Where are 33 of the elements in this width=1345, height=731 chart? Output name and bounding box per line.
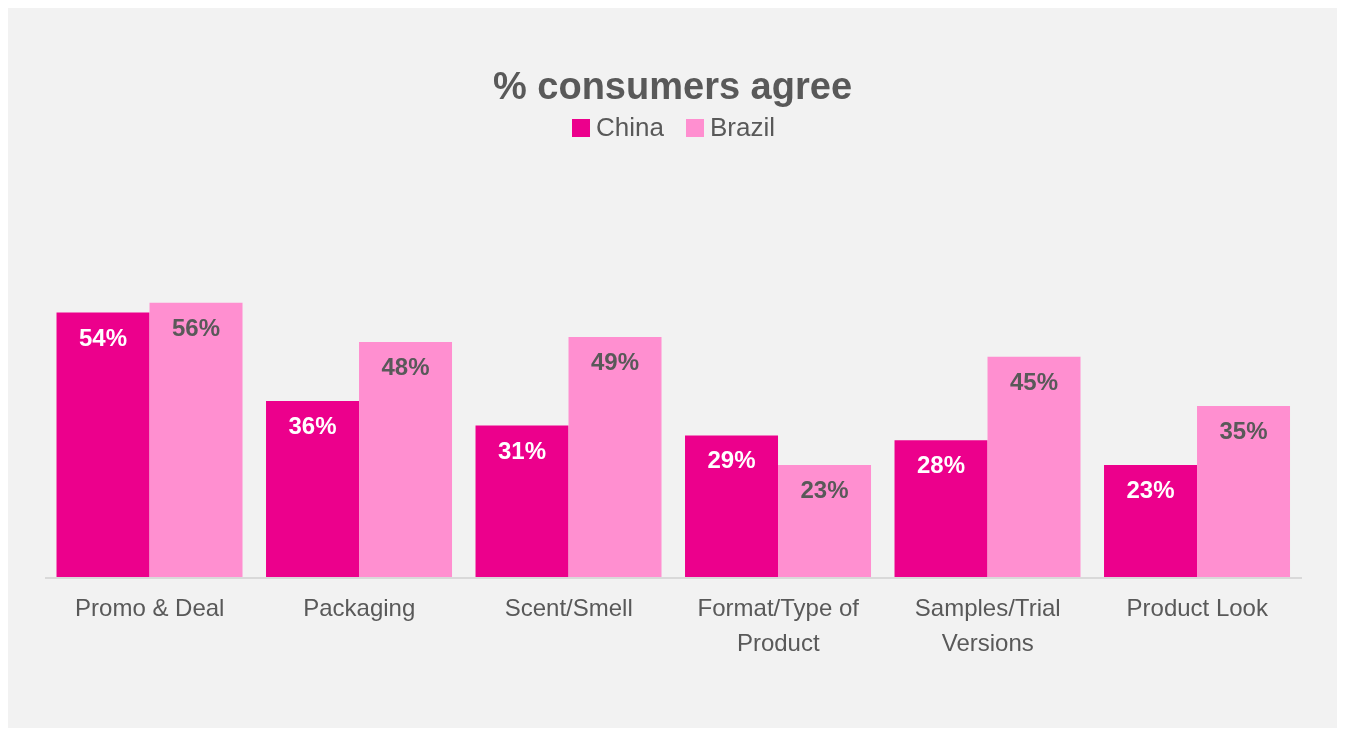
bar — [266, 400, 360, 578]
chart-title: % consumers agree — [491, 64, 854, 108]
data-label: 54% — [79, 323, 128, 351]
data-label: 45% — [1010, 367, 1059, 395]
bar — [987, 356, 1081, 578]
data-label: 35% — [1219, 416, 1268, 444]
bar — [1104, 464, 1198, 578]
data-label: 56% — [172, 313, 221, 341]
bar — [359, 341, 453, 578]
data-label: 28% — [917, 451, 966, 479]
bar — [475, 425, 569, 578]
bar — [568, 337, 662, 578]
legend-label: China — [595, 112, 664, 143]
x-tick-label: Packaging — [303, 594, 416, 621]
bar — [56, 312, 150, 578]
x-tick-label: Samples/Trial Versions — [914, 594, 1061, 656]
legend-label: Brazil — [708, 112, 775, 143]
data-label: 31% — [498, 436, 547, 464]
bar — [685, 435, 779, 578]
data-label: 48% — [381, 353, 430, 381]
bar — [778, 464, 872, 578]
data-label: 29% — [707, 446, 756, 474]
x-tick-label: Promo & Deal — [75, 594, 225, 621]
bar — [894, 440, 988, 578]
data-label: 23% — [1126, 475, 1175, 503]
data-label: 49% — [591, 348, 640, 376]
x-tick-label: Scent/Smell — [504, 594, 633, 621]
data-label: 23% — [800, 475, 849, 503]
x-tick-label: Product Look — [1126, 594, 1269, 621]
x-tick-label: Format/Type of Product — [697, 594, 860, 656]
data-label: 36% — [288, 412, 337, 440]
bar — [1197, 405, 1291, 578]
bar — [149, 302, 243, 578]
